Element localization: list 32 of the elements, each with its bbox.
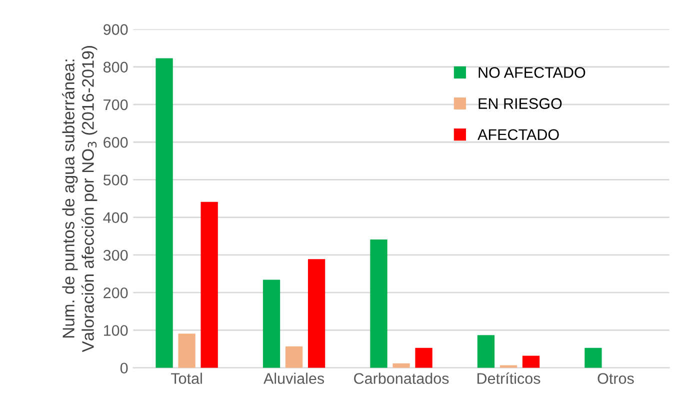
y-tick-label: 700 bbox=[104, 99, 128, 110]
bar bbox=[415, 348, 432, 368]
bar bbox=[392, 363, 410, 368]
bar bbox=[308, 259, 326, 368]
bar bbox=[500, 365, 518, 368]
legend-label: EN RIESGO bbox=[478, 98, 562, 109]
y-tick-label: 100 bbox=[104, 325, 128, 336]
y-tick-label: 400 bbox=[103, 212, 128, 224]
y-tick-label: 300 bbox=[103, 250, 128, 261]
y-tick-label: 200 bbox=[104, 287, 128, 298]
x-tick-label: Otros bbox=[598, 373, 634, 384]
x-tick-label: Carbonatados bbox=[354, 372, 449, 384]
y-tick-label: 500 bbox=[103, 174, 128, 186]
x-tick-label: Aluviales bbox=[263, 372, 324, 384]
x-tick-label: Total bbox=[171, 372, 202, 384]
y-tick-label: 900 bbox=[104, 24, 128, 35]
y-tick-label: 600 bbox=[104, 136, 128, 148]
bar bbox=[477, 335, 495, 368]
bar bbox=[285, 346, 303, 368]
y-tick-label: 0 bbox=[120, 362, 128, 374]
y-tick-label: 800 bbox=[104, 62, 128, 73]
bar bbox=[156, 58, 173, 368]
legend-label: AFECTADO bbox=[478, 129, 559, 140]
bar bbox=[584, 348, 602, 368]
y-axis-title: Num. de puntos de agua subterránea: Valoración afección por NO$_{3}$ (2016-2019) bbox=[62, 46, 98, 352]
bar bbox=[370, 240, 388, 368]
x-tick-label: Detríticos bbox=[477, 372, 540, 384]
bar bbox=[200, 202, 218, 368]
bar bbox=[522, 356, 540, 368]
legend-label: NO AFECTADO bbox=[478, 67, 586, 78]
bar bbox=[178, 334, 196, 368]
bar bbox=[262, 280, 280, 368]
